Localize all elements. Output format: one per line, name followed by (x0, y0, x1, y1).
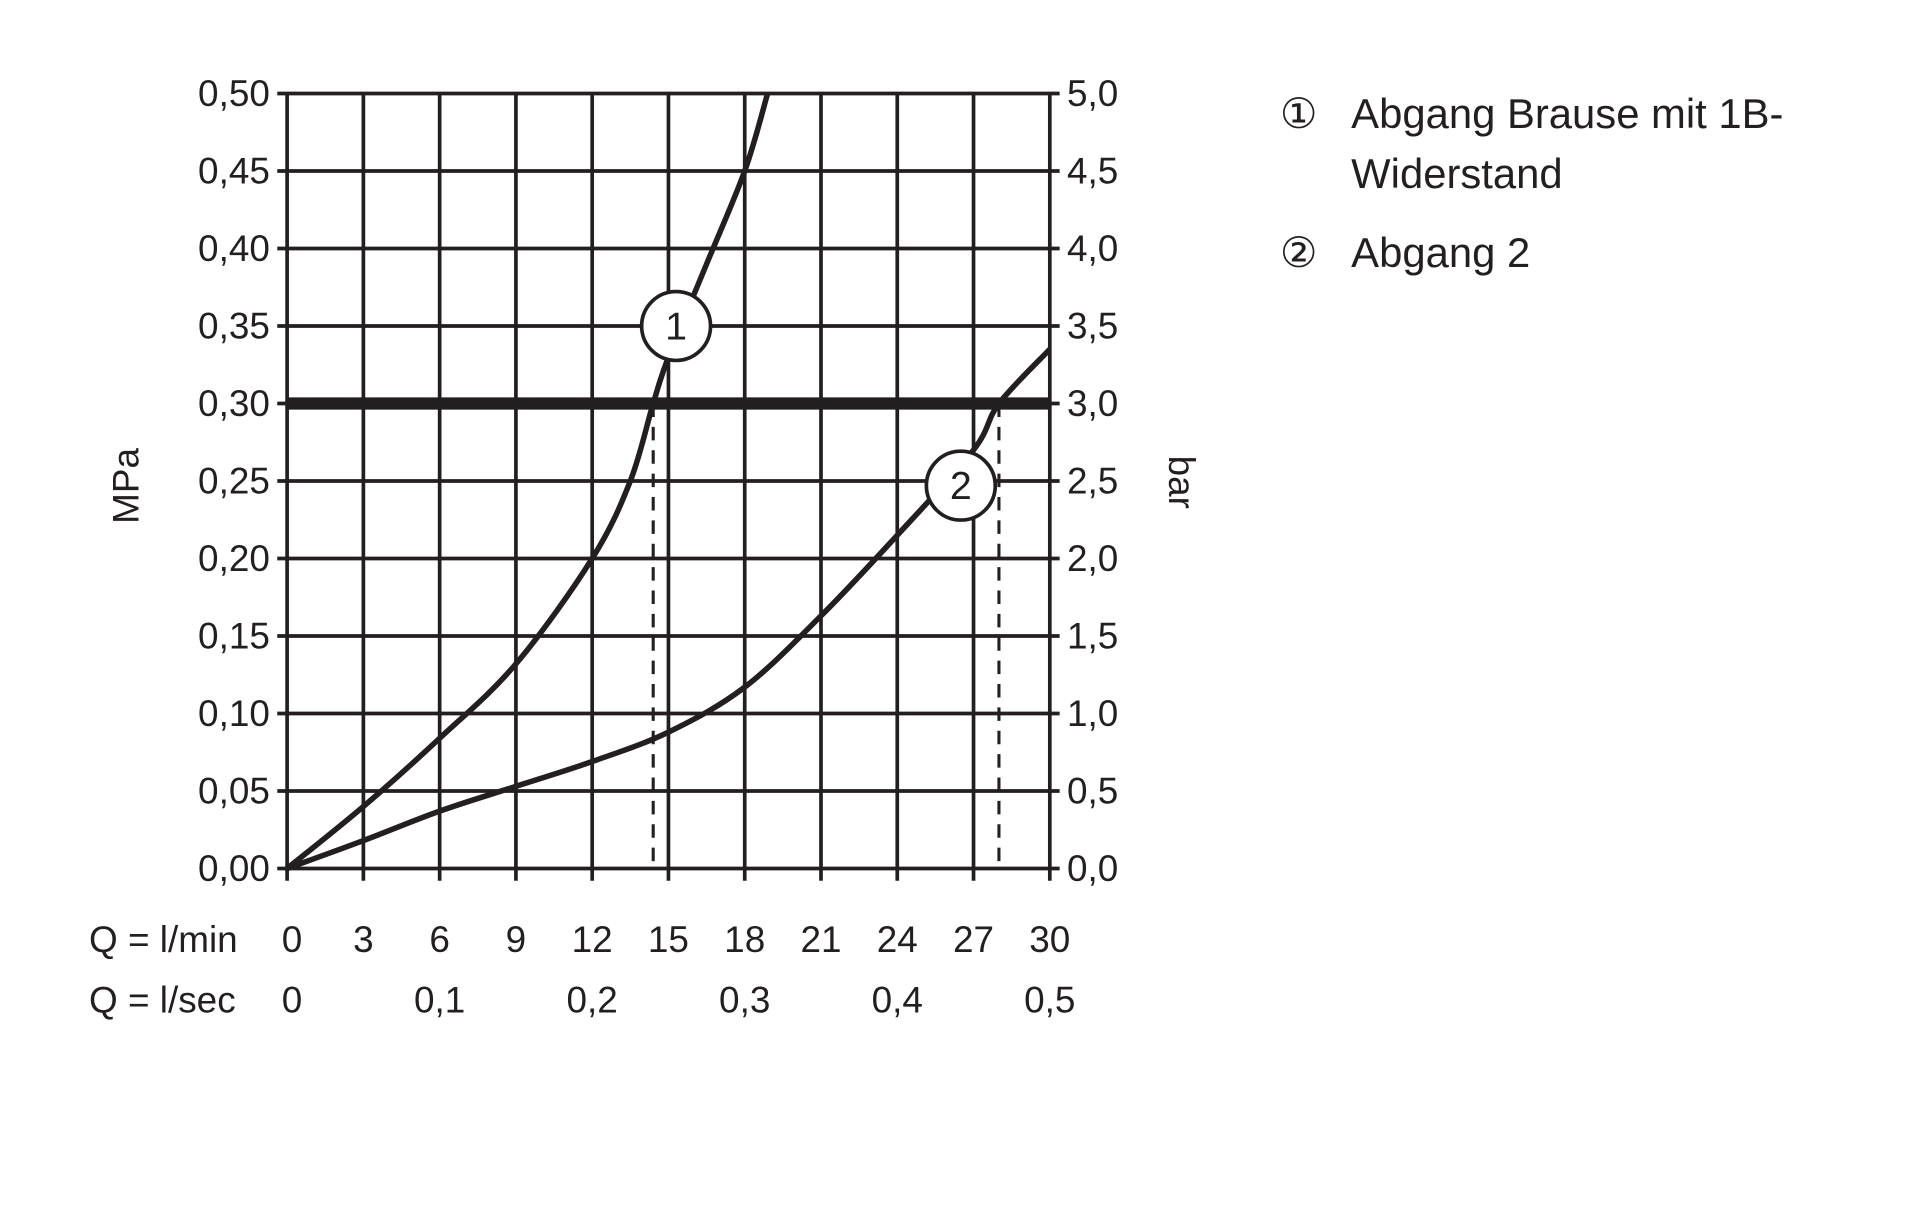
series-label-2: 2 (950, 464, 972, 508)
y-tick-label-right: 2,0 (1067, 538, 1118, 579)
marks: 12 (285, 92, 1052, 872)
y-tick-label-right: 4,5 (1067, 150, 1118, 191)
y-axis-label-left: MPa (105, 448, 146, 524)
series-line-2 (286, 347, 1052, 872)
x-tick-label: 18 (724, 919, 765, 960)
y-tick-label-left: 0,15 (198, 615, 270, 656)
y-tick-label-left: 0,05 (198, 770, 270, 811)
y-tick-label-left: 0,00 (198, 848, 270, 889)
x-tick-label: 3 (353, 919, 374, 960)
legend-symbol-2: ② (1280, 229, 1317, 276)
y-tick-label-left: 0,20 (198, 538, 270, 579)
y-tick-label-right: 1,5 (1067, 615, 1118, 656)
y-tick-label-right: 1,0 (1067, 693, 1118, 734)
y-tick-label-left: 0,10 (198, 693, 270, 734)
legend-symbol-1: ① (1280, 90, 1317, 137)
series-label-circle-2 (924, 449, 998, 522)
x-tick-label: 0,3 (719, 979, 770, 1020)
x-tick-label: 0,1 (414, 979, 465, 1020)
y-tick-label-right: 3,5 (1067, 305, 1118, 346)
x-tick-label: 12 (572, 919, 613, 960)
y-tick-label-right: 2,5 (1067, 460, 1118, 501)
series-line-1 (285, 92, 771, 871)
x-tick-label: 0 (282, 979, 303, 1020)
tick-labels: 0,00 0,00,05 0,50,10 1,00,15 1,50,20 2,00,25 2… (89, 73, 1118, 1021)
y-tick-label-right: 5,0 (1067, 73, 1118, 114)
x-tick-label: 0,5 (1024, 979, 1075, 1020)
x-tick-label: 15 (648, 919, 689, 960)
y-tick-label-right: 0,5 (1067, 770, 1118, 811)
x-tick-label: 27 (953, 919, 994, 960)
legend: ① Abgang Brause mit 1B- Widerstand ② Abg… (1280, 90, 1784, 276)
x-tick-label: 21 (800, 919, 841, 960)
x-tick-label: 6 (429, 919, 450, 960)
x-tick-label: 30 (1029, 919, 1070, 960)
legend-entry-2-line-1: Abgang 2 (1351, 229, 1530, 276)
series-label-1: 1 (665, 305, 687, 349)
y-tick-label-left: 0,40 (198, 228, 270, 269)
y-tick-label-left: 0,35 (198, 305, 270, 346)
series-label-circle-1 (639, 289, 713, 363)
y-tick-label-left: 0,30 (198, 383, 270, 424)
x-axis-label-row-1: Q = l/min (89, 919, 238, 960)
x-tick-label: 9 (506, 919, 527, 960)
y-tick-label-left: 0,50 (198, 73, 270, 114)
y-axis-label-right: bar (1161, 456, 1202, 509)
x-tick-label: 0,2 (567, 979, 618, 1020)
y-tick-label-right: 0,0 (1067, 848, 1118, 889)
y-tick-label-left: 0,25 (198, 460, 270, 501)
y-tick-label-right: 3,0 (1067, 383, 1118, 424)
legend-entry-1-line-1: Abgang Brause mit 1B- (1351, 90, 1783, 137)
y-tick-label-right: 4,0 (1067, 228, 1118, 269)
x-tick-label: 24 (877, 919, 918, 960)
y-tick-label-left: 0,45 (198, 150, 270, 191)
x-tick-label: 0,4 (872, 979, 923, 1020)
x-axis-label-row-2: Q = l/sec (89, 979, 236, 1020)
x-tick-label: 0 (282, 919, 303, 960)
legend-entry-1-line-2: Widerstand (1351, 150, 1562, 197)
